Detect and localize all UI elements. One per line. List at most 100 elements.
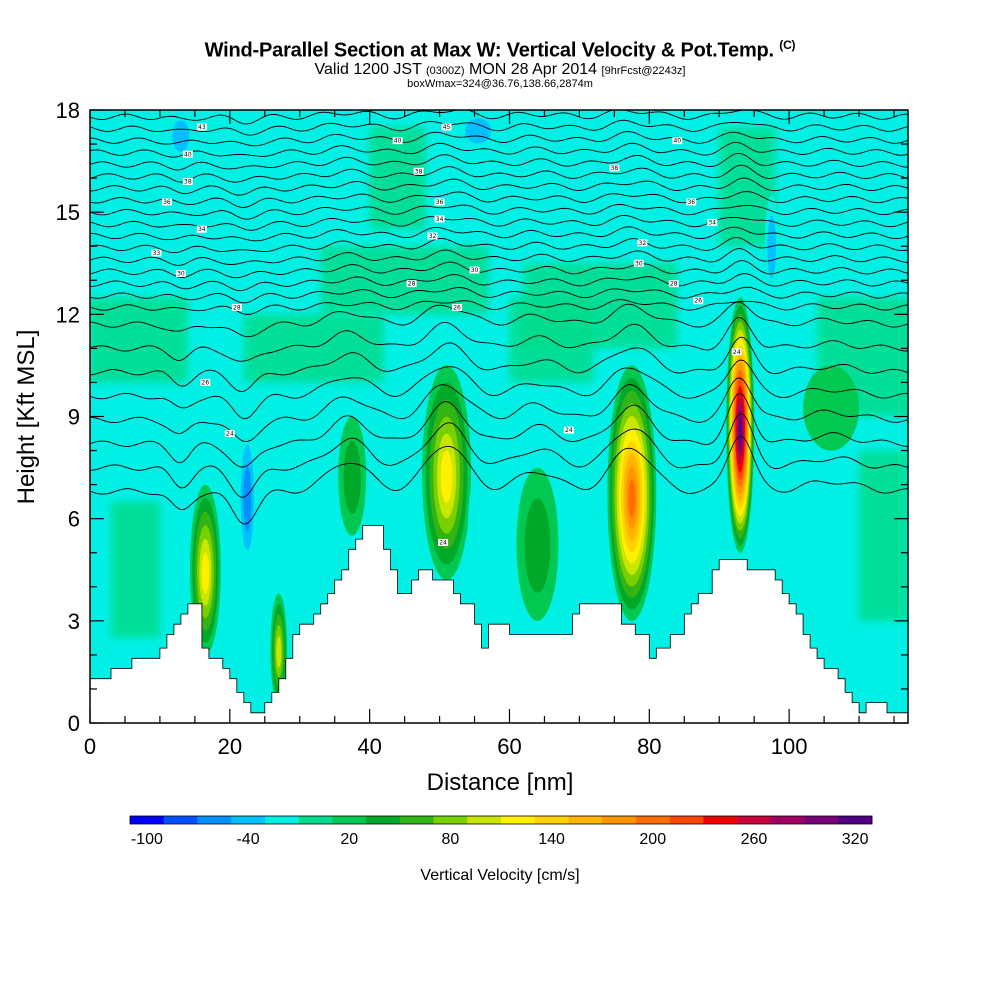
contour-label-bg: [441, 123, 452, 131]
contour-label-bg: [637, 239, 648, 247]
colorbar-swatch: [703, 816, 738, 824]
isentrope-line: [90, 412, 908, 498]
contour-label-bg: [452, 304, 463, 312]
updraft-cell: [338, 416, 367, 536]
contour-label-bg: [231, 304, 242, 312]
colorbar-swatch: [231, 816, 266, 824]
contour-label: 38: [413, 167, 424, 175]
colorbar-tick-label: 200: [639, 831, 666, 848]
updraft-cell: [607, 365, 657, 621]
contour-label-text: 40: [394, 138, 402, 145]
contour-label-bg: [731, 348, 742, 356]
forecast-info: [9hrFcst@2243z]: [601, 65, 686, 77]
isentrope-line: [90, 152, 908, 171]
downdraft-cell: [238, 423, 257, 570]
updraft-cell: [422, 365, 472, 580]
contour-label-bg: [182, 150, 193, 158]
contour-label-text: 24: [565, 427, 573, 434]
contour-label-text: 38: [415, 168, 423, 175]
cell-level: [440, 450, 453, 503]
cell-level: [343, 440, 361, 514]
contour-label: 32: [427, 232, 438, 240]
contour-label: 36: [686, 198, 697, 206]
isentrope-line: [90, 359, 908, 420]
isentrope-line: [90, 286, 908, 304]
colorbar-swatch: [433, 816, 468, 824]
updraft-cell: [726, 297, 755, 553]
box-info: boxWmax=324@36.76,138.66,2874m: [407, 78, 593, 90]
contour-label: 40: [392, 137, 403, 145]
isentrope-line: [90, 377, 908, 443]
updraft-cell: [803, 365, 860, 451]
colorbar-tick-label: 20: [340, 831, 358, 848]
contour-label: 33: [151, 249, 162, 257]
isentrope-line: [90, 299, 908, 315]
contour-label: 28: [668, 280, 679, 288]
chart-title-text: Wind-Parallel Section at Max W: Vertical…: [204, 39, 774, 62]
contour-label-bg: [686, 198, 697, 206]
isentrope-line: [90, 316, 908, 362]
contour-label-text: 45: [443, 124, 451, 131]
isentrope-line: [90, 260, 908, 279]
contour-label-bg: [434, 215, 445, 223]
contour-label-text: 24: [733, 349, 741, 356]
contour-label-bg: [196, 123, 207, 131]
chart-title: Wind-Parallel Section at Max W: Vertical…: [0, 38, 1000, 63]
contour-label-text: 24: [226, 431, 234, 438]
contour-label-bg: [200, 378, 211, 386]
contour-label-bg: [392, 137, 403, 145]
copyright-mark: (C): [779, 38, 796, 52]
contour-label-bg: [406, 280, 417, 288]
updraft-cell: [270, 593, 288, 706]
colorbar-tick-label: 320: [842, 831, 869, 848]
contour-label: 36: [434, 198, 445, 206]
contour-label: 45: [441, 123, 452, 131]
isentrope-line: [90, 119, 908, 136]
x-tick-label: 40: [357, 734, 381, 759]
colorbar-frame: [129, 815, 873, 825]
isentrope-line: [90, 336, 908, 392]
contour-label-text: 28: [670, 281, 678, 288]
colorbar-swatch: [264, 816, 299, 824]
contour-label-text: 36: [163, 199, 171, 206]
contour-label-bg: [182, 178, 193, 186]
valid-utc: (0300Z): [426, 65, 465, 77]
contour-label-bg: [438, 539, 449, 547]
vertical-velocity-cells: [166, 110, 860, 706]
colorbar-swatch: [770, 816, 805, 824]
colorbar-title: Vertical Velocity [cm/s]: [420, 867, 579, 884]
isentrope-line: [90, 164, 908, 183]
cell-level: [803, 365, 860, 451]
contour-label-text: 28: [233, 305, 241, 312]
contour-label: 24: [563, 426, 574, 434]
contour-label: 24: [731, 348, 742, 356]
contour-label-bg: [707, 218, 718, 226]
colorbar: -100 -40 20 80 140 200 260 320: [129, 815, 873, 848]
isentrope-line: [90, 177, 908, 196]
x-axis: 0 20 40 60 80 100: [84, 110, 895, 759]
isentrope-line: [90, 226, 908, 242]
cell-level: [243, 466, 252, 532]
cell-level: [465, 118, 491, 144]
isentrope-line: [90, 248, 908, 266]
contour-label-bg: [609, 164, 620, 172]
x-tick-label: 60: [497, 734, 521, 759]
contour-label: 30: [175, 269, 186, 277]
isentrope-line: [90, 110, 908, 125]
colorbar-swatch: [838, 816, 873, 824]
valid-date: MON 28 Apr 2014: [469, 61, 598, 78]
colorbar-tick-label: -40: [236, 831, 259, 848]
contour-label: 24: [224, 430, 235, 438]
downdraft-cell: [561, 457, 604, 594]
contour-label: 28: [231, 304, 242, 312]
colorbar-tick-label: 260: [741, 831, 768, 848]
contour-label-bg: [434, 198, 445, 206]
contour-label-text: 34: [198, 226, 206, 233]
contour-label-text: 36: [436, 199, 444, 206]
colorbar-swatch: [197, 816, 232, 824]
field-band: [523, 263, 678, 349]
isentrope-line: [90, 435, 908, 525]
contour-label-text: 33: [153, 250, 161, 257]
contour-label: 38: [182, 178, 193, 186]
